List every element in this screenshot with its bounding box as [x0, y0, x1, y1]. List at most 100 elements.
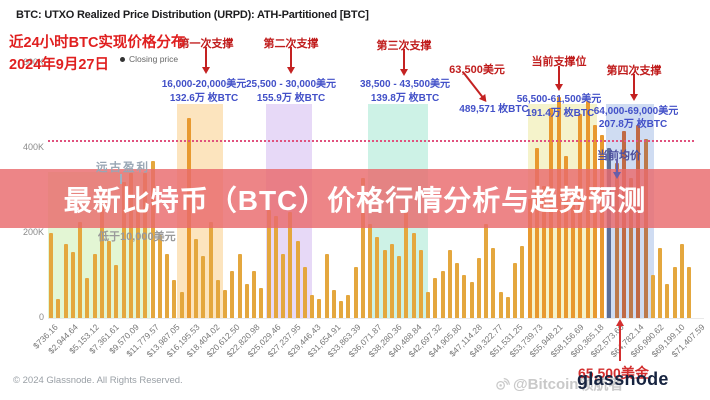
annotation-support2-range: 25,500 - 30,000美元: [245, 79, 337, 90]
bar: [136, 186, 140, 318]
bar: [85, 278, 90, 318]
bar: [614, 163, 619, 318]
closing-price-dot-icon: [120, 56, 125, 62]
annotation-support3-range: 38,500 - 43,500美元: [359, 79, 451, 90]
bar: [455, 263, 459, 318]
bar: [273, 216, 278, 318]
bar: [665, 284, 670, 318]
bar: [397, 256, 401, 318]
bar: [281, 254, 285, 318]
legend: Closing price: [120, 54, 178, 64]
bar: [440, 271, 445, 318]
y-tick-label: 600K: [22, 57, 44, 67]
bar: [368, 224, 372, 318]
annotation-current-support-amount: 191.4万 枚BTC: [525, 108, 595, 119]
arrow-up-icon: [616, 319, 624, 361]
bar: [672, 267, 677, 318]
bar: [302, 267, 307, 318]
bar: [121, 182, 126, 318]
bar: [534, 148, 539, 318]
annotation-63500-title: 63,500美元: [449, 64, 505, 76]
bar: [433, 278, 438, 318]
bar: [658, 248, 662, 318]
annotation-current-support-title: 当前支撑位: [531, 56, 587, 68]
annotation-current-avg: 当前均价: [597, 150, 641, 162]
annotation-support1-range: 16,000-20,000美元: [161, 79, 247, 90]
arrow-down-icon: [202, 47, 210, 74]
annotation-63500-amount: 489,571 枚BTC: [459, 104, 529, 115]
bar: [339, 301, 343, 318]
bar: [346, 295, 351, 318]
y-tick-label: 400K: [22, 142, 44, 152]
annotation-support1-title: 第一次支撑: [178, 38, 234, 50]
bar: [128, 173, 133, 318]
bar: [331, 290, 336, 318]
bar: [49, 233, 53, 318]
bar: [208, 222, 213, 318]
bar: [484, 224, 488, 318]
bar: [63, 244, 68, 318]
bar: [571, 190, 575, 318]
bar: [426, 292, 430, 318]
bar: [513, 263, 517, 318]
bar: [505, 297, 510, 318]
bar: [542, 186, 546, 318]
bar: [107, 241, 111, 318]
bar: [150, 161, 155, 318]
bar: [629, 178, 633, 318]
bar: [179, 292, 184, 318]
headline-overlay-band: 最新比特币（BTC）价格行情分析与趋势预测: [0, 169, 710, 228]
bar: [469, 282, 474, 318]
bar: [520, 246, 525, 318]
watermark-handle: @Bitcoin领航者: [495, 373, 623, 394]
bar: [317, 299, 322, 318]
annotation-support1-amount: 132.6万 枚BTC: [169, 93, 239, 104]
bar: [157, 235, 162, 318]
arrow-down-icon: [555, 66, 563, 91]
bar: [491, 248, 496, 318]
bar: [462, 275, 467, 318]
bar: [382, 250, 387, 318]
bar: [447, 250, 452, 318]
tick-line: [120, 174, 122, 184]
arrow-down-icon: [400, 49, 408, 76]
copyright-text: © 2024 Glassnode. All Rights Reserved.: [13, 375, 183, 386]
bar: [295, 241, 300, 318]
arrow-down-icon: [287, 47, 295, 74]
bar: [172, 280, 177, 318]
bar: [230, 271, 235, 318]
bar: [99, 195, 104, 318]
bar: [324, 254, 329, 318]
bar: [687, 267, 691, 318]
annotation-support3-title: 第三次支撑: [376, 40, 432, 52]
bar: [78, 222, 82, 318]
bar: [643, 139, 648, 318]
legend-label: Closing price: [129, 54, 179, 64]
y-tick-label: 200K: [22, 227, 44, 237]
annotation-support4-range: 64,000-69,000美元: [593, 106, 679, 117]
bar: [201, 256, 206, 318]
x-axis-line: [48, 318, 704, 319]
arrow-down-purple-icon: [613, 160, 621, 179]
annotation-support2-title: 第二次支撑: [263, 38, 319, 50]
annotation-support4-amount: 207.8万 枚BTC: [598, 119, 668, 130]
arrow-down-icon: [630, 74, 638, 101]
bar: [563, 156, 568, 318]
cn-date: 2024年9月27日: [9, 57, 109, 73]
page-title: BTC: UTXO Realized Price Distribution (U…: [16, 9, 369, 21]
bar: [56, 299, 61, 318]
bar: [498, 292, 503, 318]
bar: [375, 237, 380, 318]
bar: [194, 239, 198, 318]
bar: [215, 280, 220, 318]
annotation-support2-amount: 155.9万 枚BTC: [256, 93, 326, 104]
bar: [418, 250, 423, 318]
cn-subtitle: 近24小时BTC实现价格分布: [9, 35, 186, 51]
ath-dotted-line: [48, 140, 694, 142]
annotation-below-10k: 低于10,000美元: [98, 231, 176, 243]
bar: [143, 173, 148, 318]
glassnode-logo: glassnode: [577, 369, 669, 389]
bar: [266, 210, 271, 318]
bar: [404, 212, 409, 318]
